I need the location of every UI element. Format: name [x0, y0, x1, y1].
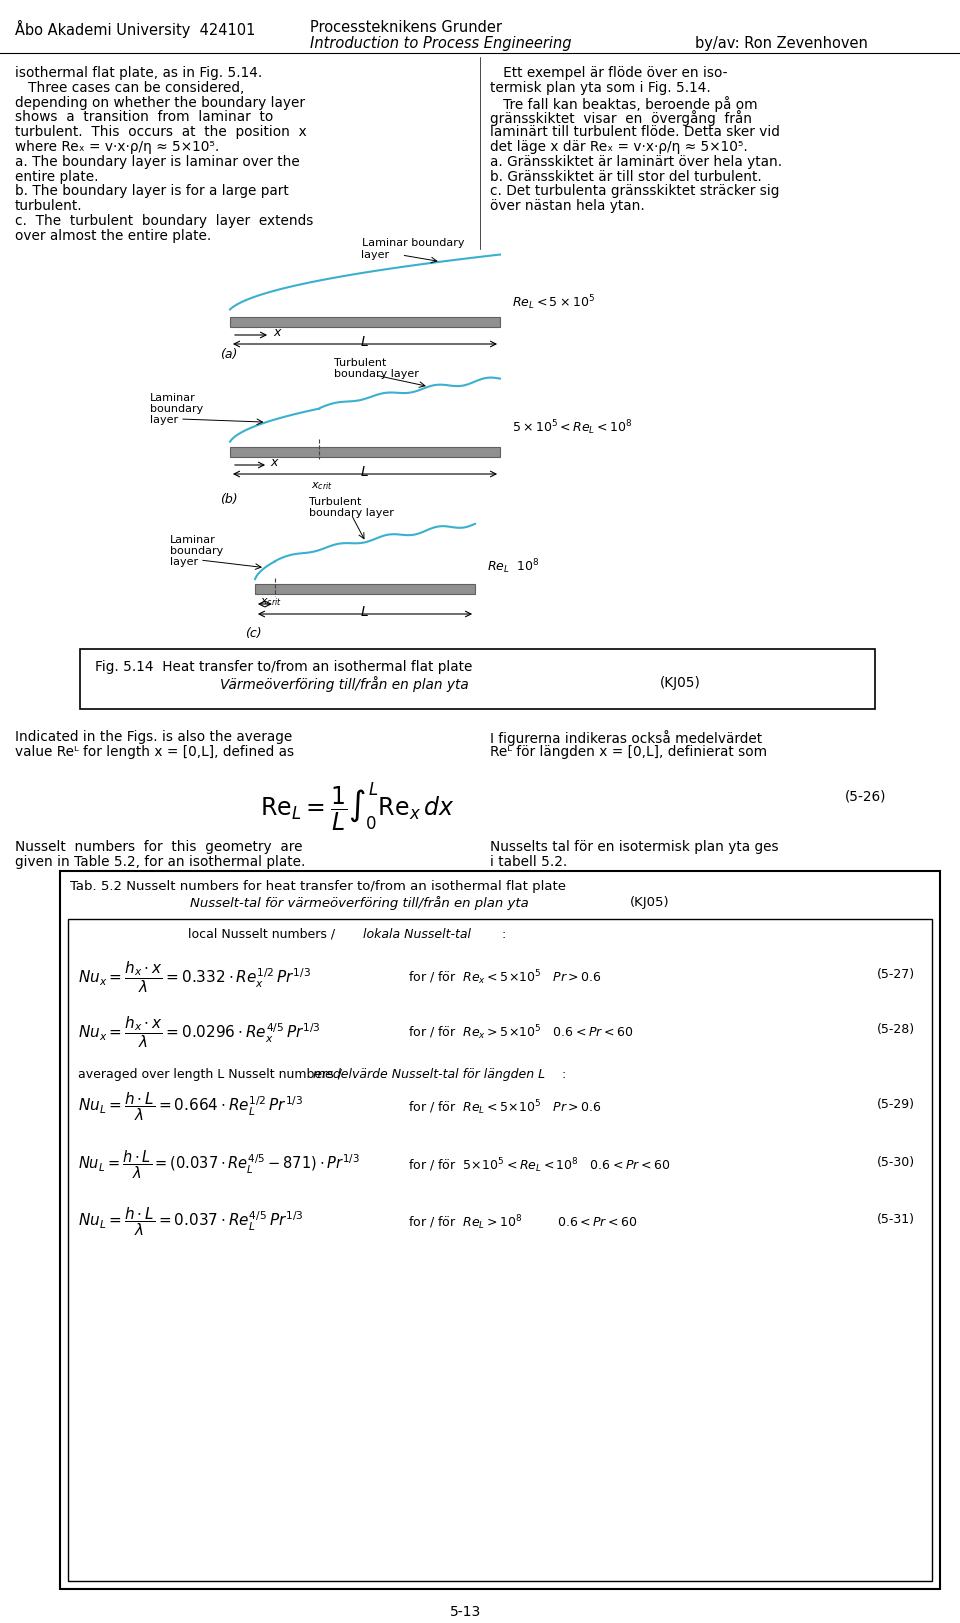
Text: (5-27): (5-27) [877, 967, 915, 980]
Text: x: x [270, 456, 277, 469]
Text: $x_{crit}$: $x_{crit}$ [311, 480, 333, 492]
Text: Reᴸ för längden x = [0,L], definierat som: Reᴸ för längden x = [0,L], definierat so… [490, 745, 767, 758]
Text: layer: layer [150, 415, 179, 425]
Text: shows  a  transition  from  laminar  to: shows a transition from laminar to [15, 110, 274, 125]
Text: a. Gränsskiktet är laminärt över hela ytan.: a. Gränsskiktet är laminärt över hela yt… [490, 154, 782, 169]
Bar [230, 318, 500, 328]
Text: $x_{crit}$: $x_{crit}$ [260, 596, 282, 607]
Text: given in Table 5.2, for an isothermal plate.: given in Table 5.2, for an isothermal pl… [15, 854, 305, 868]
Text: I figurerna indikeras också medelvärdet: I figurerna indikeras också medelvärdet [490, 730, 762, 745]
Text: depending on whether the boundary layer: depending on whether the boundary layer [15, 96, 305, 109]
Text: lokala Nusselt-tal: lokala Nusselt-tal [363, 927, 471, 940]
Text: boundary: boundary [150, 404, 204, 414]
Text: boundary layer: boundary layer [334, 368, 420, 378]
Text: Laminar: Laminar [150, 393, 196, 403]
Text: (5-28): (5-28) [877, 1022, 915, 1035]
Text: Processteknikens Grunder: Processteknikens Grunder [310, 19, 502, 36]
Text: $Nu_x = \dfrac{h_x \cdot x}{\lambda} = 0.332 \cdot Re_x^{1/2}\,Pr^{1/3}$: $Nu_x = \dfrac{h_x \cdot x}{\lambda} = 0… [78, 959, 311, 995]
Text: for / f$\mathrm{\ddot{o}}$r  $Re_x > 5\!\times\!10^5$   $0.6 < Pr < 60$: for / f$\mathrm{\ddot{o}}$r $Re_x > 5\!\… [408, 1022, 634, 1040]
Text: over almost the entire plate.: over almost the entire plate. [15, 229, 211, 243]
Text: $Re_L < 5 \times 10^5$: $Re_L < 5 \times 10^5$ [512, 294, 595, 312]
Text: by/av: Ron Zevenhoven: by/av: Ron Zevenhoven [695, 36, 868, 50]
Text: b. The boundary layer is for a large part: b. The boundary layer is for a large par… [15, 185, 289, 198]
Text: $Nu_L = \dfrac{h \cdot L}{\lambda} = (0.037 \cdot Re_L^{4/5} - 871)\cdot Pr^{1/3: $Nu_L = \dfrac{h \cdot L}{\lambda} = (0.… [78, 1147, 360, 1180]
Text: Ett exempel är flöde över en iso-: Ett exempel är flöde över en iso- [490, 67, 728, 80]
Text: turbulent.: turbulent. [15, 200, 83, 213]
Text: isothermal flat plate, as in Fig. 5.14.: isothermal flat plate, as in Fig. 5.14. [15, 67, 262, 80]
Text: c.  The  turbulent  boundary  layer  extends: c. The turbulent boundary layer extends [15, 214, 313, 227]
Text: (KJ05): (KJ05) [630, 896, 670, 909]
Text: över nästan hela ytan.: över nästan hela ytan. [490, 200, 645, 213]
Text: $Nu_L = \dfrac{h \cdot L}{\lambda} = 0.037 \cdot Re_L^{4/5}\,Pr^{1/3}$: $Nu_L = \dfrac{h \cdot L}{\lambda} = 0.0… [78, 1204, 303, 1237]
Text: (5-31): (5-31) [877, 1212, 915, 1225]
Text: boundary: boundary [170, 545, 224, 555]
Text: Introduction to Process Engineering: Introduction to Process Engineering [310, 36, 571, 50]
Text: for / f$\mathrm{\ddot{o}}$r  $Re_L < 5\!\times\!10^5$   $Pr > 0.6$: for / f$\mathrm{\ddot{o}}$r $Re_L < 5\!\… [408, 1097, 602, 1117]
Text: Turbulent: Turbulent [334, 357, 387, 368]
Text: (5-26): (5-26) [845, 789, 886, 803]
Text: Fig. 5.14  Heat transfer to/from an isothermal flat plate: Fig. 5.14 Heat transfer to/from an isoth… [95, 659, 472, 674]
Text: $Nu_x = \dfrac{h_x \cdot x}{\lambda} = 0.0296 \cdot Re_x^{4/5}\,Pr^{1/3}$: $Nu_x = \dfrac{h_x \cdot x}{\lambda} = 0… [78, 1014, 321, 1050]
Bar [60, 872, 940, 1589]
Text: det läge x där Reₓ = v·x·ρ/η ≈ 5×10⁵.: det läge x där Reₓ = v·x·ρ/η ≈ 5×10⁵. [490, 140, 748, 154]
Text: Värmeöverföring till/från en plan yta: Värmeöverföring till/från en plan yta [220, 675, 468, 691]
Text: b. Gränsskiktet är till stor del turbulent.: b. Gränsskiktet är till stor del turbule… [490, 169, 761, 183]
Text: entire plate.: entire plate. [15, 169, 99, 183]
Text: averaged over length L Nusselt numbers /: averaged over length L Nusselt numbers / [78, 1068, 346, 1081]
Text: gränsskiktet  visar  en  övergång  från: gränsskiktet visar en övergång från [490, 110, 752, 127]
Text: L: L [361, 334, 369, 349]
Text: medelvärde Nusselt-tal för längden L: medelvärde Nusselt-tal för längden L [313, 1068, 545, 1081]
Text: (b): (b) [220, 493, 238, 506]
Text: Tre fall kan beaktas, beroende på om: Tre fall kan beaktas, beroende på om [490, 96, 757, 112]
Text: Nusselt-tal för värmeöverföring till/från en plan yta: Nusselt-tal för värmeöverföring till/frå… [190, 896, 529, 909]
Text: (c): (c) [245, 626, 262, 639]
Text: local Nusselt numbers /: local Nusselt numbers / [188, 927, 339, 940]
Text: i tabell 5.2.: i tabell 5.2. [490, 854, 567, 868]
Text: Three cases can be considered,: Three cases can be considered, [15, 81, 245, 94]
Text: layer: layer [170, 557, 198, 566]
Text: x: x [273, 326, 280, 339]
Text: $\mathrm{Re}_L = \dfrac{1}{L}\int_0^L \mathrm{Re}_x\, dx$: $\mathrm{Re}_L = \dfrac{1}{L}\int_0^L \m… [260, 779, 455, 833]
Text: for / f$\mathrm{\ddot{o}}$r  $Re_L > 10^8$         $0.6 < Pr < 60$: for / f$\mathrm{\ddot{o}}$r $Re_L > 10^8… [408, 1212, 637, 1230]
Text: value Reᴸ for length x = [0,L], defined as: value Reᴸ for length x = [0,L], defined … [15, 745, 294, 758]
Text: Indicated in the Figs. is also the average: Indicated in the Figs. is also the avera… [15, 730, 292, 743]
Text: boundary layer: boundary layer [309, 508, 394, 518]
Text: a. The boundary layer is laminar over the: a. The boundary layer is laminar over th… [15, 154, 300, 169]
Text: $Nu_L = \dfrac{h \cdot L}{\lambda} = 0.664 \cdot Re_L^{1/2}\,Pr^{1/3}$: $Nu_L = \dfrac{h \cdot L}{\lambda} = 0.6… [78, 1089, 303, 1121]
Text: laminärt till turbulent flöde. Detta sker vid: laminärt till turbulent flöde. Detta ske… [490, 125, 780, 140]
Text: :: : [558, 1068, 566, 1081]
Text: L: L [361, 605, 369, 618]
Text: for / f$\mathrm{\ddot{o}}$r  $Re_x < 5\!\times\!10^5$   $Pr > 0.6$: for / f$\mathrm{\ddot{o}}$r $Re_x < 5\!\… [408, 967, 602, 987]
Text: $5 \times 10^5 < Re_L < 10^8$: $5 \times 10^5 < Re_L < 10^8$ [512, 419, 633, 437]
Text: Nusselts tal för en isotermisk plan yta ges: Nusselts tal för en isotermisk plan yta … [490, 839, 779, 854]
Text: where Reₓ = v·x·ρ/η ≈ 5×10⁵.: where Reₓ = v·x·ρ/η ≈ 5×10⁵. [15, 140, 219, 154]
Bar [68, 920, 932, 1581]
Text: Nusselt  numbers  for  this  geometry  are: Nusselt numbers for this geometry are [15, 839, 302, 854]
Bar [80, 649, 875, 709]
Text: c. Det turbulenta gränsskiktet sträcker sig: c. Det turbulenta gränsskiktet sträcker … [490, 185, 780, 198]
Text: Laminar boundary: Laminar boundary [362, 239, 464, 248]
Text: 5-13: 5-13 [450, 1604, 481, 1618]
Bar [255, 584, 475, 594]
Text: (KJ05): (KJ05) [660, 675, 701, 690]
Text: :: : [498, 927, 506, 940]
Text: Laminar: Laminar [170, 534, 216, 545]
Text: L: L [361, 464, 369, 479]
Text: (a): (a) [220, 347, 237, 360]
Text: (5-30): (5-30) [877, 1156, 915, 1169]
Text: layer: layer [362, 250, 390, 260]
Text: (5-29): (5-29) [877, 1097, 915, 1110]
Bar [230, 448, 500, 458]
Text: $Re_L$  $10^8$: $Re_L$ $10^8$ [487, 557, 540, 576]
Text: Åbo Akademi University  424101: Åbo Akademi University 424101 [15, 19, 255, 37]
Text: termisk plan yta som i Fig. 5.14.: termisk plan yta som i Fig. 5.14. [490, 81, 710, 94]
Text: for / f$\mathrm{\ddot{o}}$r  $5\!\times\!10^5 < Re_L < 10^8$   $0.6 < Pr < 60$: for / f$\mathrm{\ddot{o}}$r $5\!\times\!… [408, 1156, 670, 1173]
Text: turbulent.  This  occurs  at  the  position  x: turbulent. This occurs at the position x [15, 125, 307, 140]
Text: Tab. 5.2 Nusselt numbers for heat transfer to/from an isothermal flat plate: Tab. 5.2 Nusselt numbers for heat transf… [70, 880, 566, 893]
Text: Turbulent: Turbulent [309, 497, 361, 506]
